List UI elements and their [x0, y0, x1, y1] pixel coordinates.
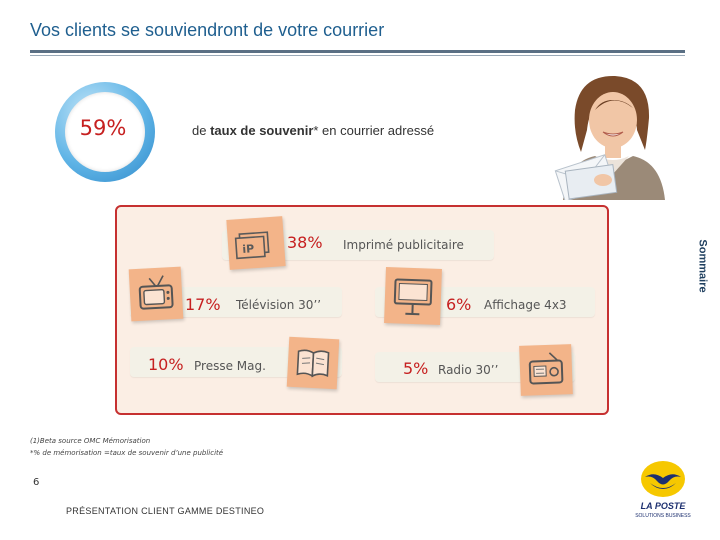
- sticky-note: [286, 336, 340, 390]
- stat-text-bold: taux de souvenir: [210, 123, 314, 138]
- media-pct-television: 17%: [185, 295, 221, 314]
- sticky-note: iP: [226, 216, 286, 270]
- billboard-icon: [393, 278, 433, 316]
- sticky-note: [384, 267, 442, 325]
- sticky-note: [128, 266, 184, 322]
- logo-name: LA POSTE: [640, 501, 686, 511]
- media-label-television: Télévision 30’’: [236, 298, 322, 312]
- stat-circle-inner: [65, 92, 145, 172]
- media-pct-imprime: 38%: [287, 233, 323, 252]
- sticky-note: [519, 344, 573, 396]
- page-number: 6: [33, 477, 40, 488]
- la-poste-logo-icon: [641, 461, 685, 497]
- definition-note: *% de mémorisation =taux de souvenir d’u…: [30, 449, 224, 457]
- stat-description: de taux de souvenir* en courrier adressé: [192, 123, 434, 138]
- ip-sign-icon: iP: [234, 231, 270, 260]
- woman-with-letters-photo: [545, 70, 673, 200]
- media-pct-radio: 5%: [403, 359, 429, 378]
- ip-icon-text: iP: [242, 242, 255, 256]
- title-underline: [30, 50, 685, 53]
- logo-tagline: SOLUTIONS BUSINESS: [635, 513, 691, 519]
- magazine-icon: [296, 349, 330, 378]
- media-label-radio: Radio 30’’: [438, 363, 499, 377]
- sommaire-link[interactable]: Sommaire: [696, 236, 714, 300]
- stat-text-post: * en courrier adressé: [313, 123, 435, 138]
- radio-icon: [528, 352, 564, 385]
- page-title: Vos clients se souviendront de votre cou…: [30, 20, 385, 40]
- sommaire-label: Sommaire: [696, 239, 709, 293]
- media-pct-presse: 10%: [148, 355, 184, 374]
- source-note: (1)Beta source OMC Mémorisation: [30, 437, 151, 445]
- media-label-presse: Presse Mag.: [194, 359, 266, 373]
- title-underline-thin: [30, 55, 685, 56]
- stat-value: 59%: [79, 116, 127, 140]
- media-pct-affichage: 6%: [446, 295, 472, 314]
- stat-text-pre: de: [192, 123, 211, 138]
- stat-circle: [55, 82, 155, 182]
- media-label-affichage: Affichage 4x3: [484, 298, 567, 312]
- tv-icon: [138, 275, 174, 310]
- media-label-imprime: Imprimé publicitaire: [343, 238, 464, 252]
- footer-text: PRÉSENTATION CLIENT GAMME DESTINEO: [66, 506, 265, 516]
